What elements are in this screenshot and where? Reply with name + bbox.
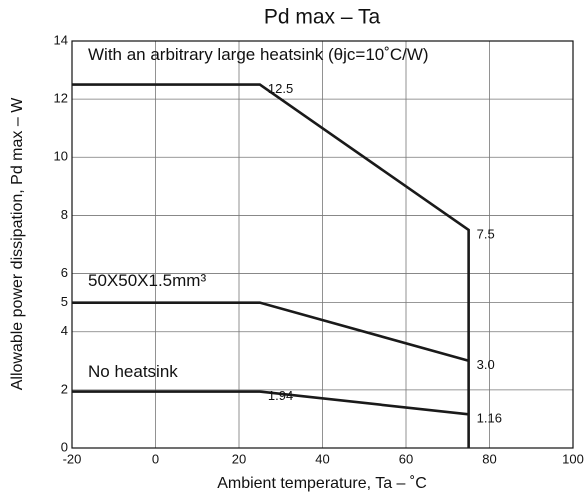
series-line [72, 390, 469, 416]
x-tick-label: 0 [152, 451, 159, 466]
value-label: 12.5 [268, 81, 293, 96]
y-tick-label: 12 [54, 91, 68, 106]
y-tick-label: 8 [61, 207, 68, 222]
y-tick-label: 2 [61, 381, 68, 396]
x-tick-label: 40 [315, 451, 329, 466]
y-tick-label: 5 [61, 294, 68, 309]
series-label: No heatsink [88, 362, 178, 381]
value-label: 1.94 [268, 388, 293, 403]
series-label: 50X50X1.5mm³ [88, 271, 206, 290]
plot-frame [71, 40, 574, 449]
x-tick-label: 80 [482, 451, 496, 466]
value-label: 1.16 [477, 411, 502, 426]
y-axis-label: Allowable power dissipation, Pd max – W [9, 97, 26, 390]
x-axis-label: Ambient temperature, Ta – ˚C [217, 475, 427, 492]
series-line [72, 83, 470, 448]
y-tick-label: 10 [54, 149, 68, 164]
y-tick-label: 4 [61, 323, 68, 338]
value-label: 7.5 [477, 226, 495, 241]
chart-title: Pd max – Ta [264, 6, 381, 29]
series-label: With an arbitrary large heatsink (θjc=10… [88, 45, 429, 64]
x-tick-label: 60 [399, 451, 413, 466]
value-label: 3.0 [477, 357, 495, 372]
x-tick-label: 100 [562, 451, 584, 466]
y-tick-label: 14 [54, 32, 68, 47]
x-tick-label: -20 [63, 451, 82, 466]
y-tick-label: 0 [61, 439, 68, 454]
x-tick-label: 20 [232, 451, 246, 466]
y-tick-label: 6 [61, 265, 68, 280]
series-line [72, 301, 469, 363]
